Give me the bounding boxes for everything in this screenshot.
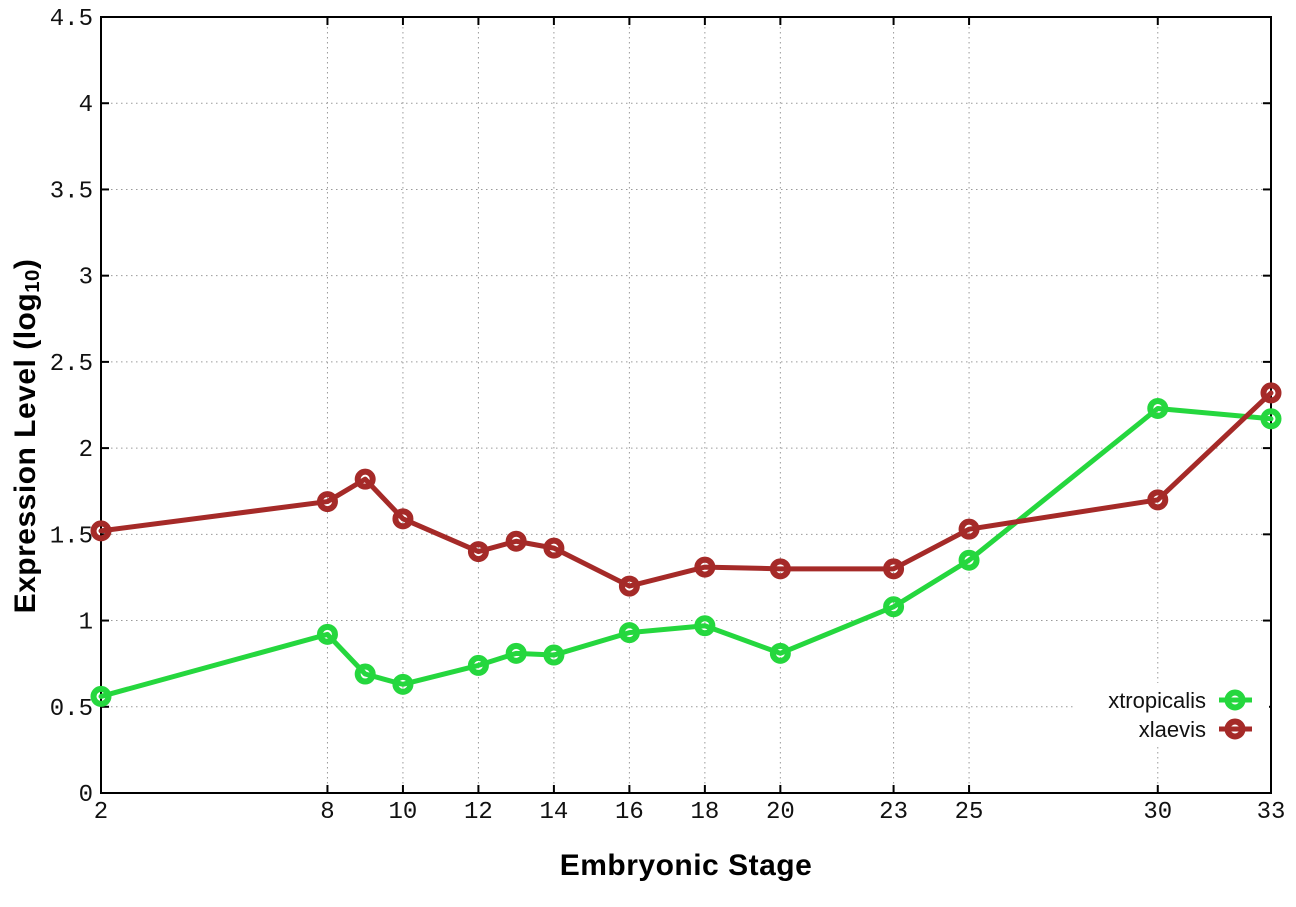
x-tick-label: 20	[766, 799, 795, 826]
x-tick-label: 25	[955, 799, 984, 826]
data-point-marker-xlaevis	[883, 558, 905, 580]
data-point-marker-xlaevis	[958, 518, 980, 540]
x-tick-label: 23	[879, 799, 908, 826]
x-tick-label: 33	[1257, 799, 1286, 826]
data-point-marker-xtropicalis	[90, 685, 112, 707]
data-point-marker-xtropicalis	[505, 642, 527, 664]
y-tick-label: 1.5	[50, 523, 93, 550]
data-point-marker-xlaevis	[354, 468, 376, 490]
data-point-marker-xlaevis	[505, 530, 527, 552]
data-point-marker-xlaevis	[392, 508, 414, 530]
y-tick-label: 4.5	[50, 6, 93, 33]
y-tick-label: 4	[79, 92, 93, 119]
y-axis-title-subscript: 10	[22, 269, 45, 293]
x-tick-label: 12	[464, 799, 493, 826]
data-point-marker-xlaevis	[467, 541, 489, 563]
data-point-marker-xlaevis	[1147, 489, 1169, 511]
y-tick-label: 3.5	[50, 178, 93, 205]
y-tick-label: 1	[79, 610, 93, 637]
data-point-marker-xtropicalis	[467, 654, 489, 676]
x-tick-label: 18	[690, 799, 719, 826]
data-point-marker-xtropicalis	[392, 673, 414, 695]
legend-label-xlaevis: xlaevis	[1139, 717, 1206, 742]
series-line-xtropicalis	[98, 405, 1274, 699]
y-tick-label: 3	[79, 265, 93, 292]
x-axis-title-text: Embryonic Stage	[559, 849, 813, 882]
y-tick-label: 0.5	[50, 696, 93, 723]
y-axis-title-main: Expression Level (log	[9, 292, 42, 614]
data-point-marker-xtropicalis	[354, 663, 376, 685]
data-point-marker-xtropicalis	[316, 623, 338, 645]
y-tick-label: 2.5	[50, 351, 93, 378]
legend-marker-circle-xtropicalis	[1224, 689, 1246, 711]
legend-label-xtropicalis: xtropicalis	[1108, 688, 1206, 713]
data-point-marker-xlaevis	[90, 520, 112, 542]
data-point-marker-xtropicalis	[883, 596, 905, 618]
data-point-marker-xlaevis	[769, 558, 791, 580]
plot-border	[100, 16, 1272, 794]
x-tick-label: 2	[94, 799, 108, 826]
data-point-marker-xtropicalis	[618, 622, 640, 644]
legend-marker-circle-xlaevis	[1224, 718, 1246, 740]
y-axis-title-end: )	[9, 258, 42, 270]
x-tick-label: 16	[615, 799, 644, 826]
data-point-marker-xlaevis	[694, 556, 716, 578]
data-point-marker-xlaevis	[618, 575, 640, 597]
data-point-marker-xtropicalis	[769, 642, 791, 664]
x-axis-title: Embryonic Stage	[101, 849, 1271, 883]
data-point-marker-xlaevis	[543, 537, 565, 559]
x-tick-label: 8	[320, 799, 334, 826]
y-tick-label: 2	[79, 437, 93, 464]
data-point-marker-xtropicalis	[543, 644, 565, 666]
data-point-marker-xtropicalis	[694, 615, 716, 637]
x-tick-label: 10	[389, 799, 418, 826]
data-point-marker-xlaevis	[1260, 382, 1282, 404]
x-tick-label: 30	[1143, 799, 1172, 826]
series-line-xlaevis	[98, 390, 1274, 589]
data-point-marker-xtropicalis	[958, 549, 980, 571]
data-point-marker-xlaevis	[316, 491, 338, 513]
y-axis-title: Expression Level (log10)	[9, 258, 45, 614]
x-tick-label: 14	[539, 799, 568, 826]
data-point-marker-xtropicalis	[1260, 408, 1282, 430]
data-point-marker-xtropicalis	[1147, 397, 1169, 419]
y-tick-label: 0	[79, 782, 93, 809]
